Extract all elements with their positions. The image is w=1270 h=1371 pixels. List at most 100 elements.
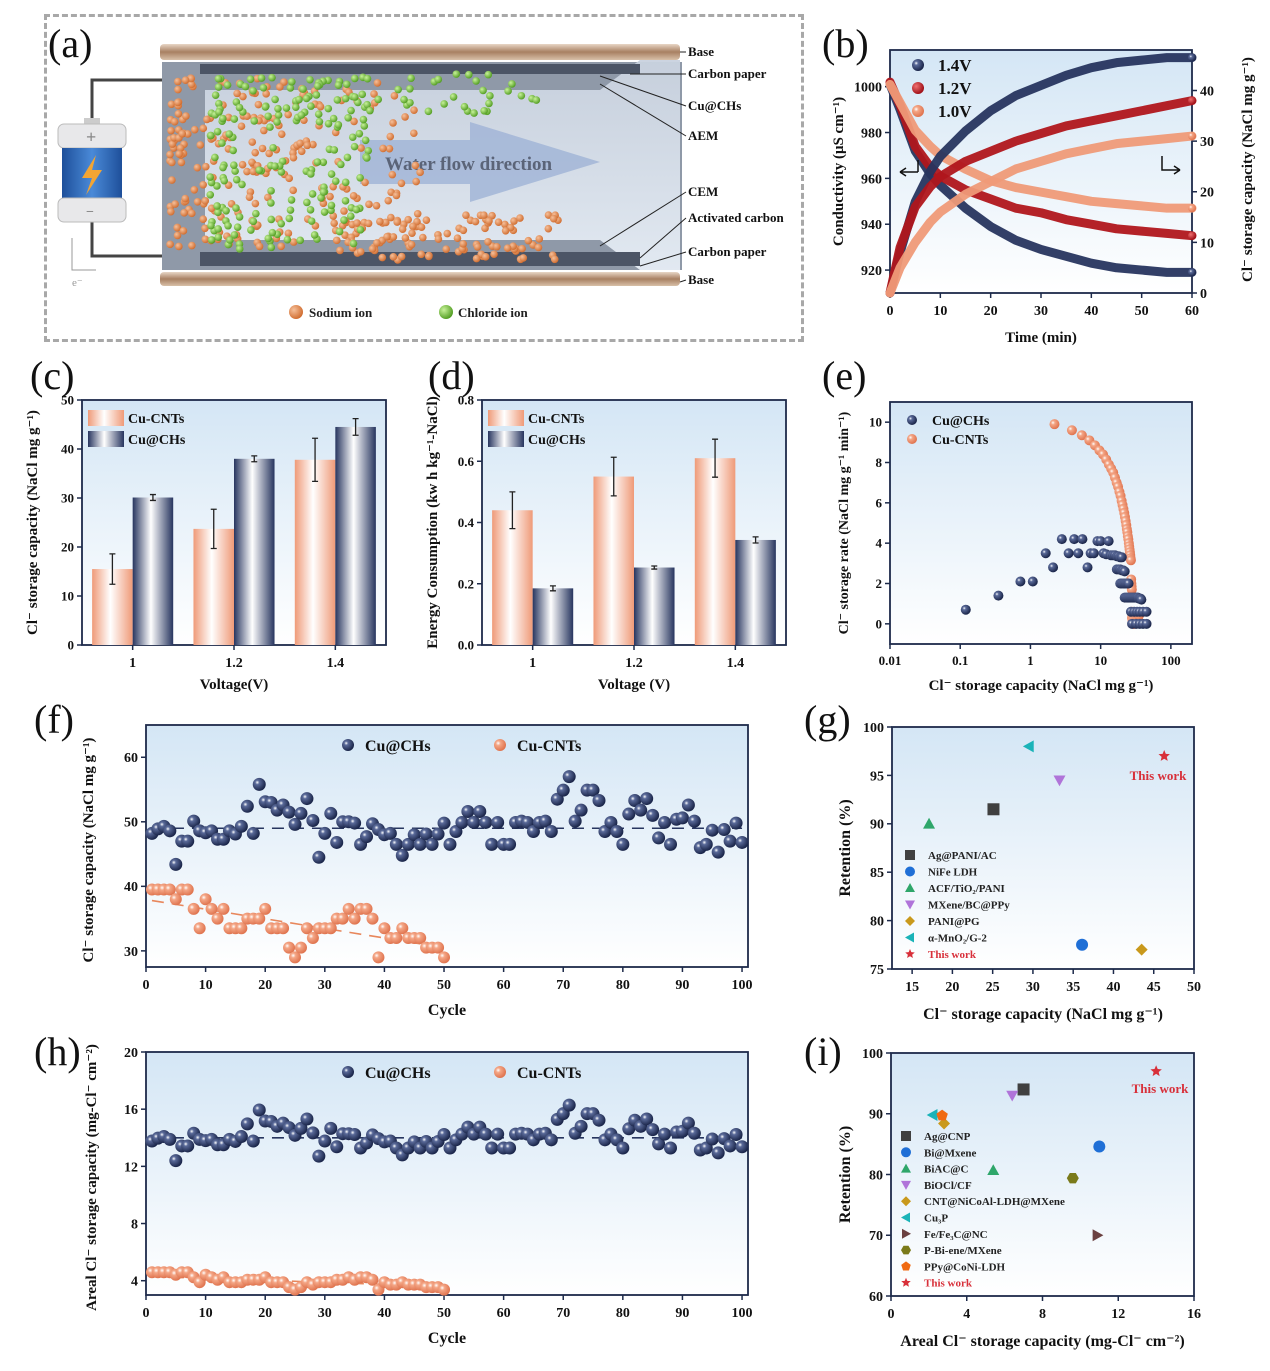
y-tick-label: 70	[869, 1229, 883, 1244]
legend-label: Cu-CNTs	[128, 412, 185, 427]
data-point	[503, 1141, 517, 1155]
sodium-ion	[276, 83, 284, 91]
data-point	[348, 816, 362, 830]
bar	[735, 539, 776, 645]
sodium-ion	[376, 217, 384, 226]
chloride-ion	[235, 103, 244, 112]
x-tick-label: 25	[986, 980, 1000, 995]
error-bar	[610, 456, 617, 497]
marker-triangle-down	[1006, 1090, 1019, 1102]
chloride-ion	[320, 208, 329, 216]
x-tick-label: 1	[1027, 653, 1034, 668]
chloride-ion	[299, 85, 307, 93]
data-point	[705, 823, 719, 837]
legend-label: MXene/BC@PPy	[928, 900, 1010, 912]
chloride-ion	[267, 187, 275, 195]
marker-triangle-down	[905, 900, 915, 910]
sodium-ion	[373, 79, 382, 87]
data-point	[479, 815, 493, 829]
chloride-ion	[317, 194, 325, 202]
sodium-ion	[233, 89, 241, 98]
sodium-ion	[190, 125, 199, 134]
data-point	[664, 1141, 678, 1155]
sodium-ion	[368, 245, 377, 253]
sodium-ion-legend-label: Sodium ion	[309, 305, 373, 320]
chloride-ion	[350, 74, 359, 83]
x-tick-label: 80	[616, 1306, 630, 1321]
chloride-ion	[344, 113, 352, 122]
y-tick-label: 50	[124, 816, 138, 831]
legend-swatch	[88, 410, 124, 426]
data-point	[461, 804, 475, 818]
data-point	[390, 931, 403, 944]
chloride-ion	[358, 90, 367, 99]
x-tick-label: 12	[1111, 1307, 1125, 1322]
sodium-ion	[187, 209, 196, 218]
data-point	[1095, 536, 1106, 547]
chloride-ion	[334, 81, 343, 90]
sodium-ion	[175, 150, 183, 158]
chloride-ion	[307, 217, 316, 225]
data-point	[646, 808, 660, 822]
data-point	[699, 837, 713, 851]
legend-label: Ag@CNP	[924, 1131, 971, 1143]
sodium-ion	[203, 115, 211, 124]
y-tick-label: 40	[61, 442, 74, 457]
sodium-ion	[401, 234, 410, 242]
chloride-ion	[315, 117, 324, 126]
chloride-ion	[343, 153, 352, 162]
panel-label-d: (d)	[428, 353, 475, 398]
sodium-ion	[251, 199, 260, 208]
chloride-ion	[274, 104, 282, 113]
data-point	[1103, 536, 1114, 547]
data-point	[652, 831, 666, 845]
marker-triangle-up	[923, 817, 936, 829]
chloride-ion	[517, 91, 526, 100]
sodium-ion	[549, 214, 558, 223]
data-point	[324, 806, 338, 820]
sodium-ion	[410, 129, 418, 138]
data-point	[407, 828, 421, 842]
x-tick-label: 90	[675, 978, 689, 993]
data-point	[432, 941, 445, 954]
data-point	[282, 805, 296, 819]
marker-pentagon	[901, 1261, 911, 1271]
data-point	[240, 799, 254, 813]
y-axis-title: Cl⁻ storage capacity (NaCl mg g⁻¹)	[25, 410, 41, 635]
legend-swatch	[488, 431, 524, 447]
data-point	[246, 826, 260, 840]
chloride-ion	[335, 227, 344, 236]
marker-circle	[1076, 938, 1089, 951]
marker-diamond	[938, 1117, 951, 1130]
legend-label: α-MnO₂/G-2	[928, 933, 987, 945]
y-tick-label: 8	[876, 455, 883, 470]
chloride-ion	[310, 231, 319, 239]
data-point	[574, 803, 588, 817]
legend-marker	[342, 1066, 354, 1078]
chloride-ion	[327, 170, 336, 178]
chloride-ion	[214, 208, 222, 217]
sodium-ion	[501, 220, 509, 229]
y-tick-label: 8	[131, 1217, 138, 1232]
legend-label: P-Bi-ene/MXene	[924, 1245, 1002, 1257]
chloride-ion	[479, 86, 487, 95]
error-bar	[352, 417, 359, 436]
flow-direction-label: Water flow direction	[385, 154, 553, 175]
sodium-ion	[419, 233, 427, 242]
legend-label: BiOCl/CF	[924, 1180, 972, 1192]
series-end-marker	[1188, 53, 1196, 62]
layer-label: AEM	[688, 128, 718, 143]
data-point	[300, 792, 314, 806]
data-point	[1066, 425, 1077, 436]
x-tick-label: 70	[556, 1306, 570, 1321]
legend-label: 1.2V	[938, 79, 972, 98]
y-tick-label: 80	[869, 1168, 883, 1183]
chloride-ion	[374, 95, 383, 104]
bar	[694, 458, 736, 645]
sodium-ion	[174, 77, 182, 86]
panel-label-h: (h)	[34, 1029, 81, 1074]
chloride-ion	[340, 216, 348, 224]
chloride-ion	[424, 107, 433, 116]
chart-g: 15 20 25 30 35 40 45 50 75 80 85 90 95 100 Cl⁻ storage…	[837, 721, 1201, 1023]
legend-label: Cu-CNTs	[517, 1065, 581, 1082]
